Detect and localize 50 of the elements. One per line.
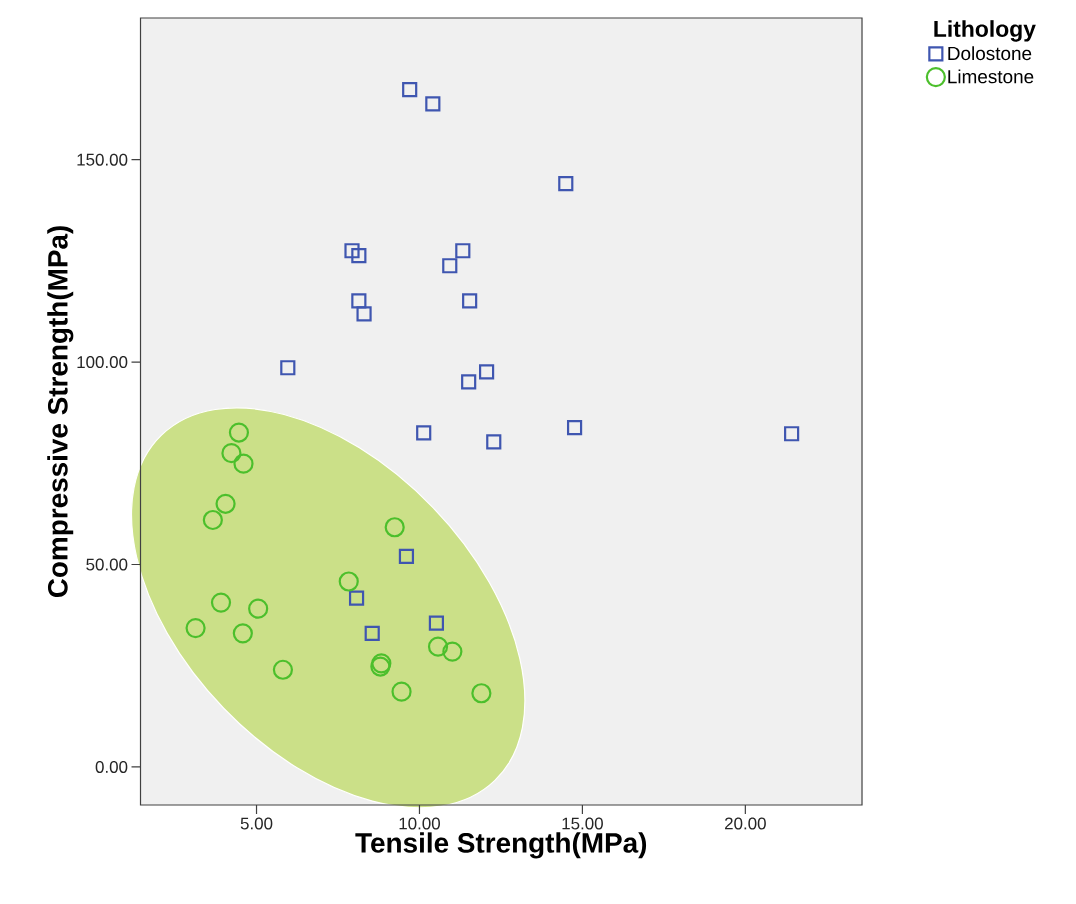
point — [210, 592, 232, 613]
point — [416, 425, 432, 441]
point — [228, 422, 250, 443]
point — [233, 453, 254, 474]
point — [364, 625, 380, 641]
point — [221, 443, 242, 464]
point — [442, 258, 458, 274]
point — [402, 82, 418, 98]
y-tick-label: 0.00 — [95, 760, 128, 773]
x-tick-label: 15.00 — [562, 817, 603, 830]
y-axis-title: Compressive Strength(MPa) — [47, 226, 74, 598]
point — [356, 306, 372, 322]
point — [427, 636, 449, 657]
y-tick-label: 50.00 — [86, 558, 128, 571]
x-axis-title: Tensile Strength(MPa) — [355, 832, 647, 859]
point — [272, 659, 294, 680]
legend-label: Dolostone — [948, 46, 1032, 61]
point — [442, 641, 463, 662]
point — [428, 615, 445, 631]
x-tick-label: 20.00 — [725, 817, 766, 830]
point — [479, 364, 495, 380]
point — [391, 681, 412, 702]
x-tick-label: 10.00 — [399, 817, 440, 830]
point — [351, 293, 367, 309]
point — [338, 571, 359, 592]
point — [280, 360, 296, 376]
point — [344, 243, 360, 259]
y-tick-label: 150.00 — [77, 153, 128, 166]
point — [248, 598, 269, 619]
point — [384, 517, 405, 538]
legend-title: Lithology — [934, 20, 1036, 42]
point — [462, 293, 478, 309]
point — [558, 175, 574, 192]
point — [398, 548, 415, 565]
point — [566, 420, 583, 436]
point — [232, 623, 253, 644]
point — [471, 683, 492, 704]
point — [185, 617, 206, 639]
legend-label: Limestone — [948, 69, 1034, 84]
point — [425, 96, 441, 112]
point — [784, 426, 800, 442]
x-tick-label: 5.00 — [240, 817, 273, 830]
point — [215, 493, 236, 514]
y-tick-label: 100.00 — [77, 356, 128, 369]
point — [202, 509, 223, 531]
point — [348, 590, 365, 606]
point — [455, 243, 471, 259]
point — [461, 374, 477, 390]
point — [351, 248, 367, 264]
point — [486, 434, 502, 450]
